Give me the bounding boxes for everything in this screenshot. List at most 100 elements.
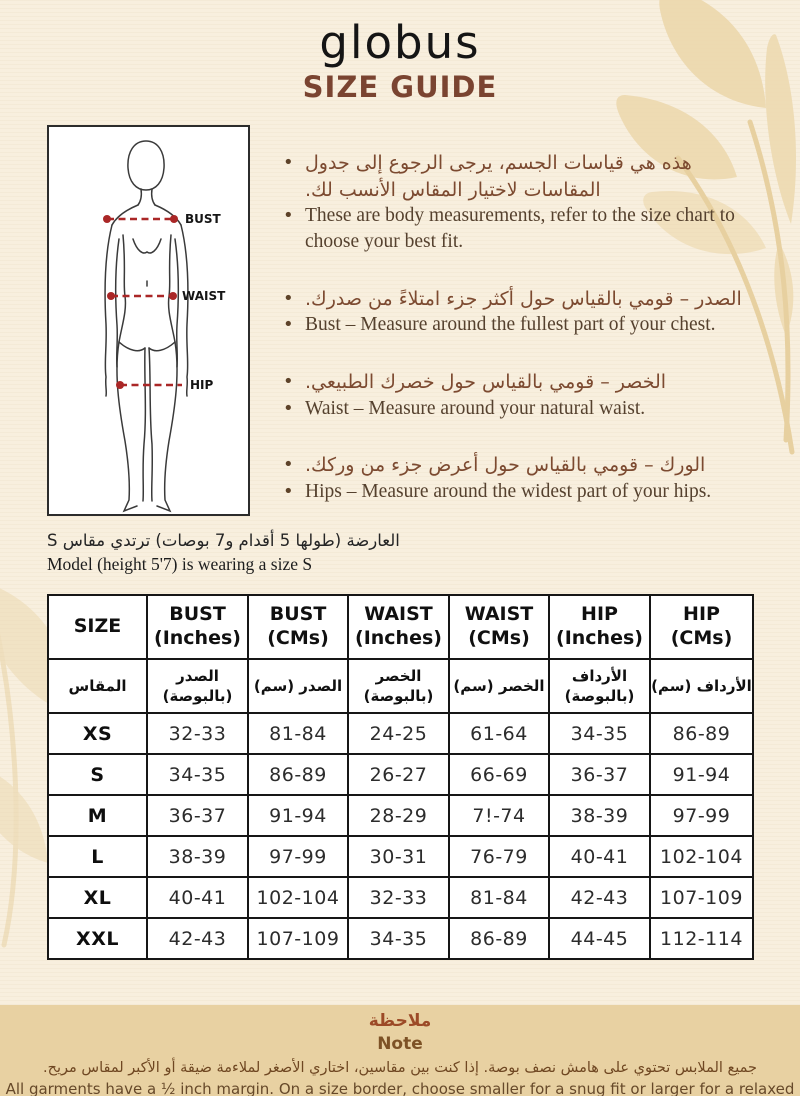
bullet-text-english: Waist – Measure around your natural wais…: [305, 397, 646, 419]
cell-value: 7!-74: [448, 794, 550, 837]
cell-value: 91-94: [649, 753, 754, 796]
col-header-hip-cms-ar: الأرداف (سم): [649, 658, 754, 714]
col-header-size-ar: المقاس: [47, 658, 148, 714]
bullet-group-body-measurements: هذه هي قياسات الجسم، يرجى الرجوع إلى جدو…: [283, 150, 757, 255]
page-title: SIZE GUIDE: [302, 70, 498, 104]
cell-value: 30-31: [347, 835, 450, 878]
size-label: XS: [47, 712, 148, 755]
col-header-waist-cms-ar: الخصر (سم): [448, 658, 550, 714]
cell-value: 24-25: [347, 712, 450, 755]
col-header-waist-inches: WAIST (Inches): [347, 594, 450, 660]
note-panel: ملاحظة Note جميع الملابس تحتوي على هامش …: [0, 1005, 800, 1096]
cell-value: 38-39: [146, 835, 249, 878]
cell-value: 86-89: [448, 917, 550, 960]
note-body-arabic: جميع الملابس تحتوي على هامش نصف بوصة. إذ…: [43, 1059, 757, 1076]
cell-value: 40-41: [548, 835, 651, 878]
bullet-icon: [283, 312, 305, 337]
mannequin-illustration: BUST WAIST HIP: [103, 140, 226, 513]
col-header-bust-inches: BUST (Inches): [146, 594, 249, 660]
waist-line-label: WAIST: [182, 289, 226, 303]
size-chart-table: SIZE BUST (Inches) BUST (CMs) WAIST (Inches…: [47, 594, 754, 960]
size-label: XXL: [47, 917, 148, 960]
cell-value: 34-35: [347, 917, 450, 960]
size-label: M: [47, 794, 148, 837]
cell-value: 66-69: [448, 753, 550, 796]
col-header-size: SIZE: [47, 594, 148, 660]
table-row-m: M 36-37 91-94 28-29 7!-74 38-39 97-99: [47, 794, 754, 837]
cell-value: 42-43: [548, 876, 651, 919]
bullet-text-arabic: هذه هي قياسات الجسم، يرجى الرجوع إلى جدو…: [305, 152, 692, 201]
bullet-group-bust: الصدر – قومي بالقياس حول أكثر جزء امتلاء…: [283, 286, 757, 338]
cell-value: 91-94: [247, 794, 349, 837]
size-label: XL: [47, 876, 148, 919]
col-header-bust-cms: BUST (CMs): [247, 594, 349, 660]
cell-value: 86-89: [247, 753, 349, 796]
col-header-hip-inches-ar: الأرداف (بالبوصة): [548, 658, 651, 714]
bust-line-label: BUST: [185, 212, 222, 226]
note-body-english: All garments have a ½ inch margin. On a …: [5, 1079, 795, 1096]
model-info-arabic: العارضة (طولها 5 أقدام و7 بوصات) ترتدي م…: [47, 531, 400, 550]
bullet-text-arabic: الصدر – قومي بالقياس حول أكثر جزء امتلاء…: [305, 287, 742, 310]
bullet-text-english: Hips – Measure around the widest part of…: [305, 480, 712, 502]
cell-value: 44-45: [548, 917, 651, 960]
cell-value: 28-29: [347, 794, 450, 837]
table-row-l: L 38-39 97-99 30-31 76-79 40-41 102-104: [47, 835, 754, 878]
bullet-icon: [283, 369, 305, 394]
col-header-bust-inches-ar: الصدر (بالبوصة): [146, 658, 249, 714]
cell-value: 97-99: [649, 794, 754, 837]
cell-value: 107-109: [649, 876, 754, 919]
bullet-group-hip: الورك – قومي بالقياس حول أعرض جزء من ورك…: [283, 452, 757, 504]
cell-value: 38-39: [548, 794, 651, 837]
table-header-english: SIZE BUST (Inches) BUST (CMs) WAIST (Inches…: [47, 594, 754, 660]
size-label: L: [47, 835, 148, 878]
bullet-text-arabic: الورك – قومي بالقياس حول أعرض جزء من ورك…: [305, 454, 706, 477]
bullet-icon: [283, 286, 305, 311]
col-header-bust-cms-ar: الصدر (سم): [247, 658, 349, 714]
cell-value: 61-64: [448, 712, 550, 755]
col-header-hip-cms: HIP (CMs): [649, 594, 754, 660]
model-info: العارضة (طولها 5 أقدام و7 بوصات) ترتدي م…: [47, 529, 400, 576]
col-header-waist-inches-ar: الخصر (بالبوصة): [347, 658, 450, 714]
bullet-icon: [283, 452, 305, 477]
bullet-text-english: These are body measurements, refer to th…: [305, 205, 735, 252]
bullet-icon: [283, 203, 305, 228]
hip-line-label: HIP: [190, 378, 214, 392]
bullet-group-waist: الخصر – قومي بالقياس حول خصرك الطبيعي. W…: [283, 369, 757, 421]
cell-value: 36-37: [146, 794, 249, 837]
table-row-s: S 34-35 86-89 26-27 66-69 36-37 91-94: [47, 753, 754, 796]
note-title-arabic: ملاحظة: [368, 1011, 432, 1031]
cell-value: 76-79: [448, 835, 550, 878]
table-header-arabic: المقاس الصدر (بالبوصة) الصدر (سم) الخصر (ب…: [47, 658, 754, 714]
cell-value: 36-37: [548, 753, 651, 796]
col-header-hip-inches: HIP (Inches): [548, 594, 651, 660]
model-info-english: Model (height 5'7) is wearing a size S: [47, 553, 313, 574]
brand-logo: globus: [319, 16, 481, 69]
cell-value: 32-33: [146, 712, 249, 755]
bullet-icon: [283, 479, 305, 504]
cell-value: 34-35: [548, 712, 651, 755]
cell-value: 81-84: [247, 712, 349, 755]
col-header-waist-cms: WAIST (CMs): [448, 594, 550, 660]
bullet-icon: [283, 150, 305, 175]
cell-value: 86-89: [649, 712, 754, 755]
cell-value: 97-99: [247, 835, 349, 878]
body-measurement-diagram: BUST WAIST HIP: [47, 125, 250, 516]
bullet-text-english: Bust – Measure around the fullest part o…: [305, 314, 716, 336]
cell-value: 34-35: [146, 753, 249, 796]
cell-value: 102-104: [649, 835, 754, 878]
size-label: S: [47, 753, 148, 796]
cell-value: 26-27: [347, 753, 450, 796]
cell-value: 81-84: [448, 876, 550, 919]
cell-value: 40-41: [146, 876, 249, 919]
cell-value: 102-104: [247, 876, 349, 919]
cell-value: 42-43: [146, 917, 249, 960]
bullet-icon: [283, 396, 305, 421]
bullet-text-arabic: الخصر – قومي بالقياس حول خصرك الطبيعي.: [305, 370, 667, 393]
cell-value: 107-109: [247, 917, 349, 960]
cell-value: 32-33: [347, 876, 450, 919]
note-title-english: Note: [377, 1034, 423, 1055]
table-row-xxl: XXL 42-43 107-109 34-35 86-89 44-45 112-…: [47, 917, 754, 960]
measurement-instructions: هذه هي قياسات الجسم، يرجى الرجوع إلى جدو…: [283, 150, 757, 536]
table-row-xs: XS 32-33 81-84 24-25 61-64 34-35 86-89: [47, 712, 754, 755]
